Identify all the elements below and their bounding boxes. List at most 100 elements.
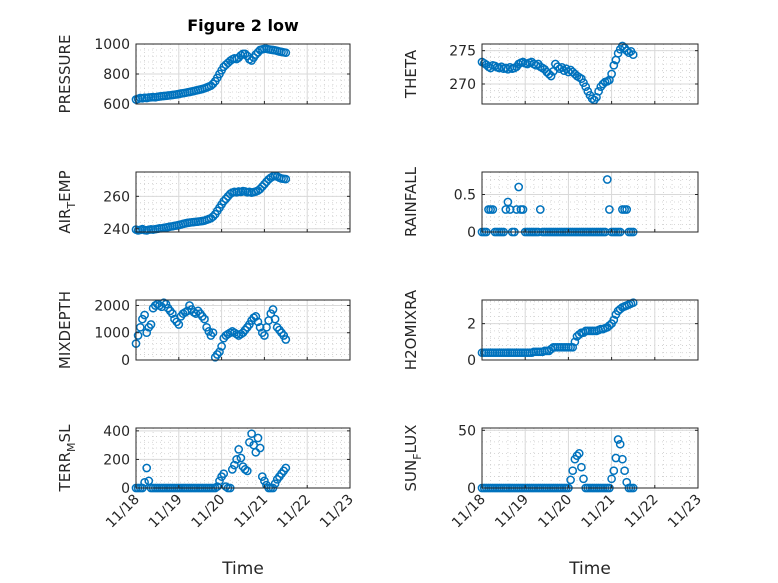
y-axis-label: TERRMSL — [56, 424, 78, 493]
data-point — [594, 86, 603, 96]
y-tick-label: 0 — [467, 481, 476, 497]
data-point — [251, 50, 261, 59]
data-point — [281, 174, 291, 184]
x-tick-label: 11/18 — [103, 492, 143, 532]
data-point — [581, 82, 591, 92]
x-axis-label: Time — [221, 559, 264, 579]
data-point — [503, 197, 513, 207]
subplot-terr-msl: 0 200 400 11/18 11/19 11/20 11/21 11/22 11/23 TER… — [56, 424, 357, 579]
data-point — [602, 175, 612, 184]
y-tick-label: 2 — [467, 317, 476, 333]
data-point — [615, 439, 625, 449]
data-point — [255, 322, 265, 332]
y-tick-label: 2000 — [94, 298, 130, 314]
data-point — [609, 60, 619, 70]
x-tick-label: 11/23 — [665, 492, 705, 532]
data-point — [242, 466, 252, 476]
data-point — [546, 71, 556, 81]
data-point — [577, 462, 586, 472]
y-axis-label: RAINFALL — [402, 166, 420, 237]
data-point — [208, 328, 218, 338]
data-point — [146, 320, 156, 329]
axes-frame — [135, 171, 351, 233]
y-axis-label: AIRTEMP — [56, 170, 78, 233]
data-point — [168, 309, 177, 318]
data-point — [257, 182, 267, 191]
y-tick-label: 600 — [103, 97, 130, 113]
data-point — [268, 305, 278, 314]
axes-background — [135, 299, 351, 361]
data-point — [236, 50, 246, 60]
y-tick-label: 800 — [103, 67, 130, 83]
subplot-mixdepth: 0 1000 2000 MIXDEPTH — [56, 291, 351, 369]
data-point — [260, 331, 269, 340]
x-tick-label: 11/21 — [579, 492, 619, 532]
axes-background — [135, 427, 351, 489]
y-tick-label: 0 — [467, 225, 476, 241]
data-point — [518, 205, 528, 214]
y-tick-label: 200 — [103, 452, 130, 468]
subplot-sun-flux: 0 50 11/18 11/19 11/20 11/21 11/22 11/23 SUNFLUX… — [402, 423, 705, 579]
axes-frame — [481, 299, 699, 361]
subplot-theta: 270 275 THETA — [402, 41, 699, 105]
data-point — [622, 46, 632, 56]
data-point — [208, 79, 218, 89]
data-point — [488, 205, 498, 214]
y-tick-label: 50 — [458, 423, 476, 439]
data-point — [135, 322, 145, 332]
data-point — [215, 347, 224, 357]
data-point — [501, 205, 511, 214]
data-point — [232, 455, 241, 464]
data-point — [598, 79, 608, 89]
data-point — [251, 312, 261, 321]
data-point — [270, 479, 280, 489]
data-point — [622, 205, 632, 214]
data-point — [219, 196, 229, 206]
y-axis-label: MIXDEPTH — [56, 291, 74, 369]
y-tick-label: 400 — [103, 424, 130, 440]
data-point — [234, 445, 244, 454]
y-tick-label: 270 — [449, 77, 476, 93]
data-point — [572, 451, 582, 461]
data-point — [217, 342, 226, 351]
data-point — [140, 310, 149, 320]
axes-frame — [135, 299, 351, 361]
data-point — [605, 205, 614, 214]
data-point — [544, 69, 554, 79]
data-point — [605, 321, 614, 330]
y-axis-label: H2OMIXRA — [402, 289, 420, 370]
x-tick-label: 11/20 — [189, 492, 229, 532]
y-axis-label: SUNFLUX — [402, 425, 424, 492]
data-point — [570, 337, 580, 347]
y-tick-label: 260 — [103, 189, 130, 205]
data-point — [219, 469, 229, 479]
data-point — [255, 443, 265, 453]
axes-background — [481, 427, 699, 489]
data-point — [245, 437, 254, 447]
data-point — [609, 315, 619, 325]
data-point — [535, 205, 545, 214]
data-point — [607, 69, 616, 79]
data-point — [615, 304, 625, 314]
y-tick-label: 0 — [121, 353, 130, 369]
data-point — [618, 454, 627, 464]
y-tick-label: 240 — [103, 222, 130, 238]
y-tick-label: 1000 — [94, 37, 130, 53]
data-point — [215, 476, 224, 486]
data-point — [140, 477, 149, 487]
data-point — [568, 342, 578, 352]
data-point — [281, 48, 291, 58]
x-tick-label: 11/20 — [535, 492, 575, 532]
y-tick-label: 0 — [121, 481, 130, 497]
data-point — [253, 317, 263, 327]
data-point — [574, 449, 584, 458]
data-point — [553, 62, 562, 72]
data-point — [628, 50, 638, 60]
x-tick-label: 11/19 — [146, 492, 186, 532]
data-point — [260, 179, 269, 189]
data-point — [221, 194, 231, 204]
y-axis-label: PRESSURE — [56, 35, 74, 114]
data-point — [574, 330, 584, 339]
data-point — [613, 435, 623, 444]
